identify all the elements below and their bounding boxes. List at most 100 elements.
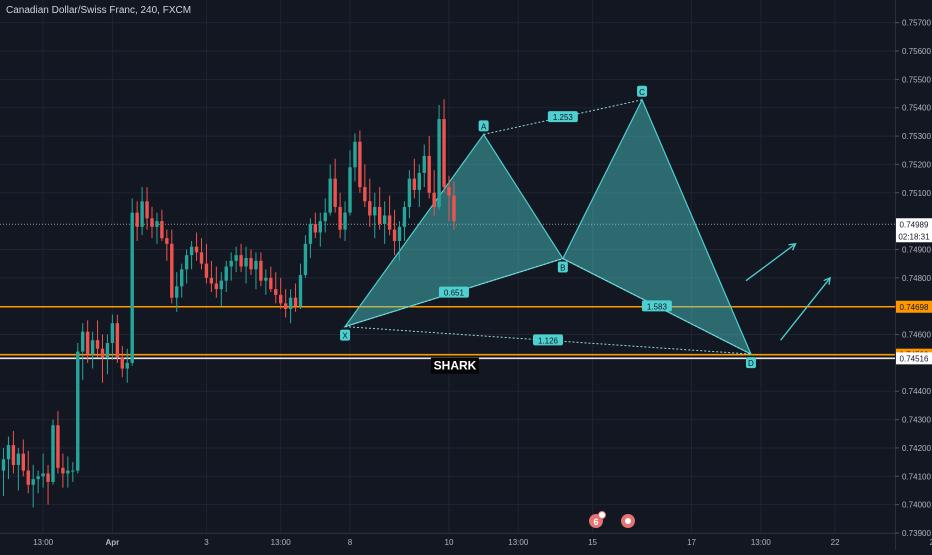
ratio-value: 1.583	[647, 302, 668, 311]
time-tick-label: 13:00	[508, 538, 529, 547]
time-tick-label: 22	[831, 538, 840, 547]
candle-body	[323, 212, 327, 222]
pattern-point-d[interactable]: D	[745, 357, 756, 369]
time-tick-label: 15	[588, 538, 597, 547]
candle-body	[140, 201, 144, 227]
price-tick-label: 0.74000	[902, 501, 931, 510]
price-tick-label: 0.75600	[902, 47, 931, 56]
pattern-point-badge	[637, 85, 648, 97]
pattern-point-c[interactable]: C	[637, 85, 648, 97]
bar-countdown: 02:18:31	[898, 232, 930, 241]
chart-title: Canadian Dollar/Swiss Franc, 240, FXCM	[6, 5, 192, 16]
projection-arrow[interactable]	[745, 243, 797, 282]
arrow-shaft	[745, 243, 796, 282]
candle-body	[219, 280, 223, 290]
pattern-name-label: SHARK	[431, 357, 479, 374]
candle-body	[85, 331, 90, 355]
ratio-badge	[438, 286, 469, 298]
candle-body	[239, 255, 243, 267]
candle-body	[318, 221, 322, 233]
pattern-point-badge	[340, 329, 351, 341]
earnings-icon[interactable]: 6	[589, 511, 606, 529]
candle-body	[21, 453, 25, 471]
candle-body	[412, 178, 417, 190]
ratio-value: 1.253	[553, 113, 574, 122]
candle-body	[298, 275, 303, 307]
candle-body	[110, 323, 115, 344]
grid	[0, 0, 895, 534]
candle-body	[353, 141, 357, 168]
candle-body	[363, 187, 367, 202]
arrow-head	[788, 243, 797, 251]
ratio-label-xb: 0.651	[438, 286, 469, 298]
pattern-point-b[interactable]: B	[557, 261, 568, 273]
candle-body	[81, 331, 85, 352]
candle-body	[1, 459, 6, 471]
event-flag-icon[interactable]	[621, 514, 635, 528]
projection-arrow[interactable]	[780, 276, 831, 341]
pattern-point-label: D	[748, 359, 754, 368]
projection-arrows	[745, 243, 831, 341]
candle-body	[150, 218, 154, 227]
candle-body	[442, 119, 446, 188]
event-icons: 6	[589, 511, 635, 529]
candle-body	[373, 206, 377, 216]
candle-body	[269, 277, 273, 290]
candle-body	[51, 425, 55, 482]
pattern-point-x[interactable]: X	[340, 329, 351, 341]
pattern-point-label: C	[639, 88, 645, 97]
candles	[1, 99, 456, 508]
candle-body	[189, 246, 194, 256]
candle-body	[115, 323, 120, 358]
candle-body	[328, 178, 332, 213]
candle-body	[432, 192, 436, 207]
candle-body	[160, 221, 164, 239]
price-tick-label: 0.74900	[902, 245, 931, 254]
candle-body	[180, 269, 184, 287]
candle-body	[234, 255, 238, 261]
candle-body	[397, 226, 402, 241]
price-tick-label: 0.75100	[902, 189, 931, 198]
candle-body	[95, 340, 100, 349]
candle-body	[368, 201, 372, 216]
price-tick-label: 0.74600	[902, 331, 931, 340]
candle-body	[333, 178, 337, 207]
candle-body	[199, 252, 204, 264]
candle-body	[175, 286, 179, 298]
price-axis: 0.73900 0.74000 0.74100 0.74200 0.74300 0.744…	[895, 0, 932, 550]
time-tick-label: Apr	[106, 538, 120, 547]
pattern-triangle-xab[interactable]	[343, 133, 564, 328]
price-tick-label: 0.74100	[902, 472, 931, 481]
time-tick-label: 17	[687, 538, 696, 547]
time-tick-label: 3	[204, 538, 209, 547]
candle-body	[452, 195, 456, 222]
candle-body	[56, 425, 60, 468]
pattern-point-a[interactable]: A	[478, 120, 489, 132]
pattern-triangle-bcd[interactable]	[562, 98, 753, 356]
candle-body	[90, 340, 95, 355]
price-tick-label: 0.75300	[902, 132, 931, 141]
candle-body	[184, 255, 189, 270]
ratio-label-bd: 1.583	[641, 300, 672, 312]
candle-body	[100, 348, 105, 358]
time-tick-label: 13:00	[33, 538, 54, 547]
candle-body	[382, 215, 387, 224]
candle-body	[11, 445, 16, 465]
current-price-value: 0.74989	[900, 220, 929, 229]
pattern-name: SHARK	[434, 359, 477, 373]
candle-body	[264, 277, 268, 281]
candle-body	[165, 238, 169, 244]
candle-body	[155, 221, 159, 227]
candle-body	[61, 467, 65, 474]
current-price-tag	[896, 218, 932, 243]
pattern-point-badge	[745, 357, 756, 369]
arrow-head	[823, 276, 831, 285]
candle-body	[293, 297, 298, 307]
candle-body	[313, 223, 318, 233]
candle-body	[254, 260, 258, 270]
hline-price-value: 0.74698	[900, 303, 929, 312]
candle-body	[358, 141, 362, 188]
